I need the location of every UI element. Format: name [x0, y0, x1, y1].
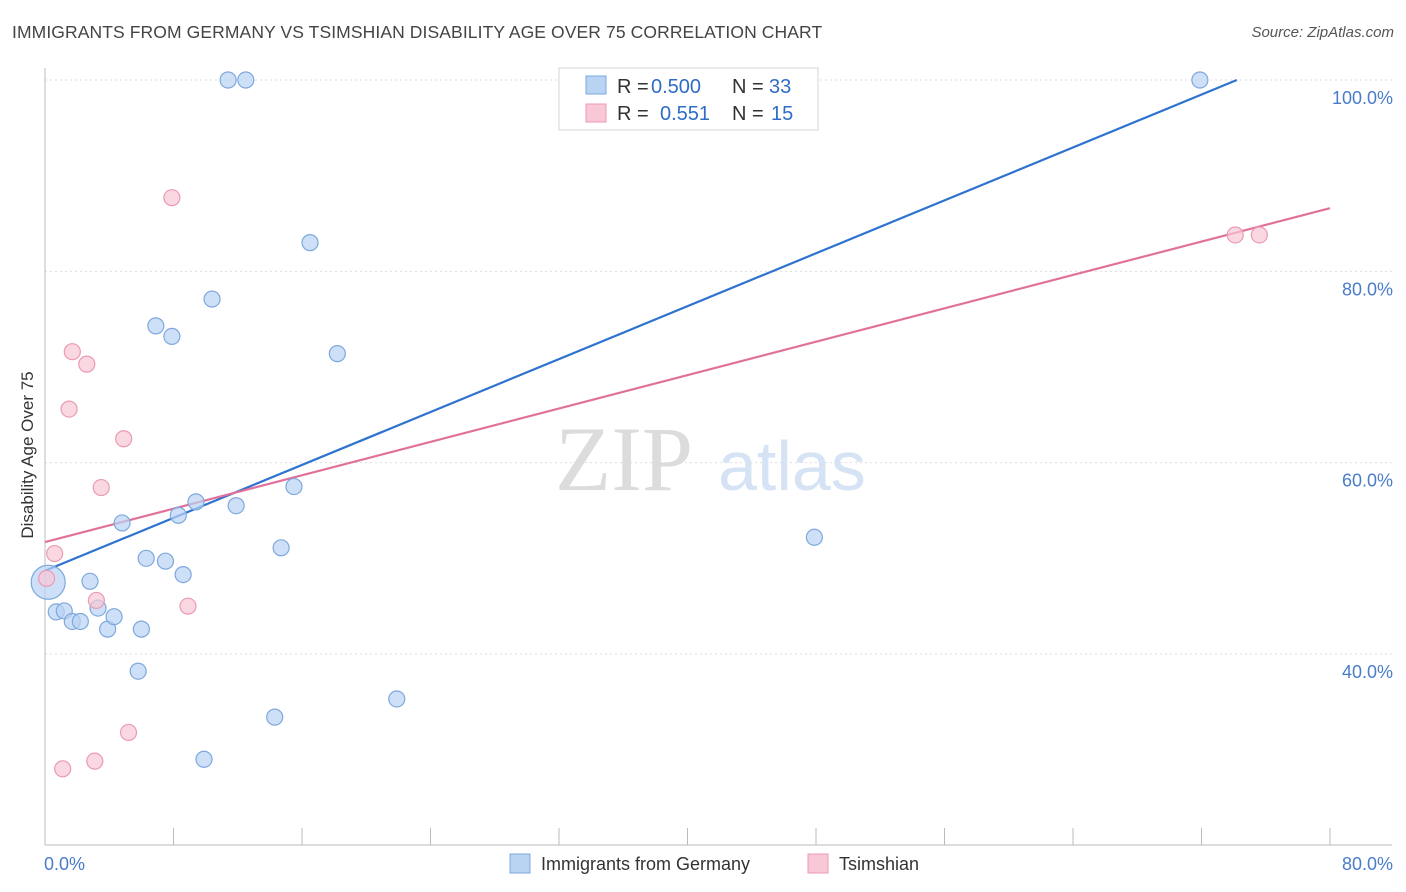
data-point-germany	[203, 290, 221, 308]
data-point-tsimshian	[163, 189, 181, 207]
data-point-germany	[266, 708, 284, 726]
data-point-germany	[219, 71, 237, 89]
data-point-germany	[129, 662, 147, 680]
data-point-tsimshian	[179, 597, 197, 615]
legend-top-swatch-pink	[585, 103, 607, 123]
data-point-tsimshian	[87, 591, 106, 610]
watermark-zip: ZIP	[555, 408, 693, 510]
legend-top-n-label-0: N =	[732, 76, 764, 98]
data-point-germany	[81, 572, 99, 590]
axes	[44, 68, 1392, 846]
legend-label-immigrants-from-germany: Immigrants from Germany	[541, 854, 750, 874]
data-point-germany	[132, 620, 150, 638]
y-tick-label: 40.0%	[1342, 662, 1393, 682]
data-point-tsimshian	[92, 478, 110, 497]
data-point-germany	[1191, 71, 1209, 89]
legend-top-swatch-blue	[585, 75, 607, 95]
x-tick-label: 80.0%	[1342, 854, 1393, 874]
legend-top-n-label-1: N =	[732, 103, 764, 125]
data-point-tsimshian	[46, 544, 64, 563]
data-point-germany	[163, 327, 181, 345]
data-point-germany	[195, 750, 213, 768]
data-point-tsimshian	[119, 723, 138, 742]
watermark-atlas: atlas	[718, 427, 866, 505]
data-point-germany	[805, 528, 823, 546]
data-point-tsimshian	[1226, 226, 1244, 244]
y-tick-label: 60.0%	[1342, 471, 1393, 491]
data-point-tsimshian	[54, 760, 72, 778]
data-point-germany	[237, 71, 255, 89]
data-point-germany	[71, 612, 89, 631]
tick-labels: 40.0% 60.0% 80.0% 100.0% 0.0% 80.0%	[44, 88, 1393, 874]
y-tick-label: 80.0%	[1342, 279, 1393, 299]
data-point-germany	[105, 608, 123, 626]
data-point-germany	[388, 690, 406, 708]
legend-top-r-value-0: 0.500	[651, 76, 701, 98]
legend-label-tsimshian: Tsimshian	[839, 854, 919, 874]
legend-swatch-tsimshian	[807, 853, 829, 874]
data-point-germany	[272, 539, 290, 557]
data-point-germany	[187, 493, 205, 511]
data-point-germany	[156, 552, 175, 570]
y-axis-title: Disability Age Over 75	[18, 371, 37, 538]
legend-top-r-value-1: 0.551	[660, 103, 710, 125]
x-tick-label: 0.0%	[44, 854, 85, 874]
data-point-germany	[301, 234, 319, 252]
legend-top-r-label-0: R =	[617, 76, 649, 98]
data-points	[30, 71, 1268, 778]
legend-top-n-value-0: 33	[769, 76, 791, 98]
trend-lines	[44, 78, 1331, 572]
data-point-germany	[285, 477, 303, 496]
y-tick-label: 100.0%	[1332, 88, 1393, 108]
data-point-germany	[137, 549, 155, 567]
data-point-tsimshian	[86, 752, 104, 770]
trend-line-germany	[44, 78, 1238, 572]
source-label: Source: ZipAtlas.com	[1251, 24, 1394, 41]
data-point-germany	[174, 565, 192, 584]
data-point-tsimshian	[78, 355, 96, 373]
data-point-germany	[169, 506, 187, 524]
legend-swatch-immigrants-from-germany	[509, 853, 531, 874]
legend-bottom: Immigrants from Germany Tsimshian	[509, 853, 919, 874]
data-point-tsimshian	[63, 343, 81, 361]
legend-top-r-label-1: R =	[617, 103, 649, 125]
data-point-germany	[328, 345, 346, 363]
data-point-tsimshian	[115, 430, 133, 448]
chart-title: IMMIGRANTS FROM GERMANY VS TSIMSHIAN DIS…	[12, 22, 823, 42]
data-point-tsimshian	[38, 569, 56, 588]
data-point-tsimshian	[1250, 226, 1268, 244]
legend-top-n-value-1: 15	[771, 103, 793, 125]
data-point-germany	[227, 497, 245, 515]
trend-line-tsimshian	[44, 207, 1331, 544]
legend-top: R = 0.500 N = 33 R = 0.551 N = 15	[558, 67, 819, 131]
watermark: ZIP atlas	[555, 408, 866, 510]
data-point-germany	[113, 514, 131, 532]
data-point-germany	[147, 317, 165, 335]
data-point-tsimshian	[60, 400, 78, 418]
